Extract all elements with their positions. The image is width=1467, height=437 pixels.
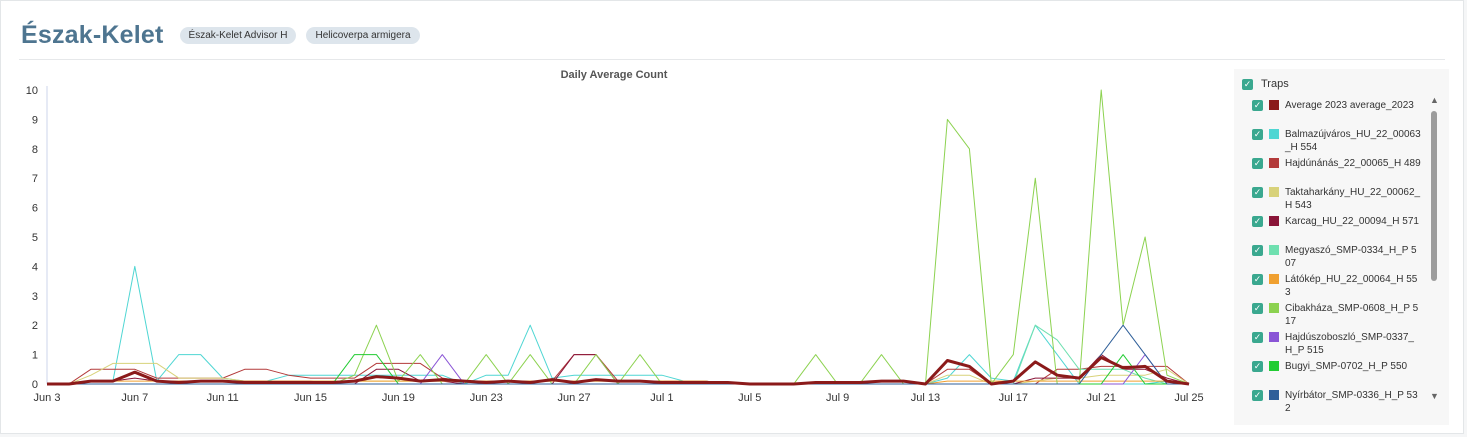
scroll-up-icon[interactable]: ▲ — [1430, 95, 1439, 105]
checkbox-checked-icon[interactable]: ✓ — [1252, 216, 1263, 227]
legend-swatch — [1269, 100, 1279, 110]
x-tick-label: Jul 13 — [911, 392, 940, 404]
legend-header[interactable]: ✓ Traps — [1242, 78, 1289, 90]
page-title: Észak-Kelet — [21, 20, 164, 49]
divider — [19, 59, 1445, 60]
legend-item[interactable]: ✓ Bugyi_SMP-0702_H_P 550 — [1252, 360, 1422, 389]
legend-item-label: Hajdúszoboszló_SMP-0337_H_P 515 — [1285, 332, 1414, 356]
legend-item[interactable]: ✓ Taktaharkány_HU_22_00062_H 543 — [1252, 186, 1422, 215]
legend-item-label: Taktaharkány_HU_22_00062_H 543 — [1285, 187, 1421, 211]
legend-swatch — [1269, 274, 1279, 284]
legend-swatch — [1269, 332, 1279, 342]
y-tick-label: 2 — [32, 320, 38, 332]
checkbox-checked-icon[interactable]: ✓ — [1242, 78, 1253, 90]
legend-list: ✓ Average 2023 average_2023 ✓ Balmazújváros… — [1252, 99, 1422, 425]
legend-item-label: Nyírbátor_SMP-0336_H_P 532 — [1285, 390, 1418, 414]
legend-header-label: Traps — [1261, 78, 1289, 90]
x-tick-label: Jun 15 — [294, 392, 327, 404]
x-tick-label: Jun 23 — [470, 392, 503, 404]
legend-swatch — [1269, 361, 1279, 371]
y-tick-label: 6 — [32, 203, 38, 215]
legend-swatch — [1269, 216, 1279, 226]
checkbox-checked-icon[interactable]: ✓ — [1252, 361, 1263, 372]
checkbox-checked-icon[interactable]: ✓ — [1252, 390, 1263, 401]
y-tick-label: 1 — [32, 350, 38, 362]
x-tick-label: Jun 3 — [34, 392, 61, 404]
checkbox-checked-icon[interactable]: ✓ — [1252, 158, 1263, 169]
legend-item[interactable]: ✓ Cibakháza_SMP-0608_H_P 517 — [1252, 302, 1422, 331]
legend-item[interactable]: ✓ Hajdúszoboszló_SMP-0337_H_P 515 — [1252, 331, 1422, 360]
legend-item[interactable]: ✓ Average 2023 average_2023 — [1252, 99, 1422, 128]
legend-item-label: Megyaszó_SMP-0334_H_P 507 — [1285, 245, 1417, 269]
y-tick-label: 8 — [32, 144, 38, 156]
checkbox-checked-icon[interactable]: ✓ — [1252, 303, 1263, 314]
legend-swatch — [1269, 245, 1279, 255]
chart-title: Daily Average Count — [561, 69, 668, 81]
x-tick-label: Jun 19 — [382, 392, 415, 404]
checkbox-checked-icon[interactable]: ✓ — [1252, 245, 1263, 256]
legend-item[interactable]: ✓ Karcag_HU_22_00094_H 571 — [1252, 215, 1422, 244]
region-advisor-tag[interactable]: Észak-Kelet Advisor H — [179, 26, 297, 44]
legend-swatch — [1269, 187, 1279, 197]
x-tick-label: Jun 11 — [207, 392, 239, 404]
checkbox-checked-icon[interactable]: ✓ — [1252, 129, 1263, 140]
legend-item-label: Karcag_HU_22_00094_H 571 — [1285, 216, 1419, 227]
series-line[interactable] — [47, 265, 1190, 385]
x-tick-label: Jun 27 — [558, 392, 591, 404]
legend-item[interactable]: ✓ Balmazújváros_HU_22_00063_H 554 — [1252, 128, 1422, 157]
legend: ✓ Traps ✓ Average 2023 average_2023 ✓ Balma… — [1234, 69, 1449, 425]
header: Észak-Kelet Észak-Kelet Advisor H Helico… — [21, 15, 420, 55]
legend-item-label: Cibakháza_SMP-0608_H_P 517 — [1285, 303, 1419, 327]
y-tick-label: 3 — [32, 291, 38, 303]
scroll-down-icon[interactable]: ▼ — [1430, 391, 1439, 401]
y-tick-label: 5 — [32, 232, 38, 244]
legend-item[interactable]: ✓ Hajdúnánás_22_00065_H 489 — [1252, 157, 1422, 186]
legend-item[interactable]: ✓ Megyaszó_SMP-0334_H_P 507 — [1252, 244, 1422, 273]
legend-item-label: Average 2023 average_2023 — [1285, 100, 1414, 111]
legend-swatch — [1269, 390, 1279, 400]
legend-swatch — [1269, 303, 1279, 313]
legend-swatch — [1269, 158, 1279, 168]
checkbox-checked-icon[interactable]: ✓ — [1252, 274, 1263, 285]
x-tick-label: Jul 9 — [826, 392, 849, 404]
checkbox-checked-icon[interactable]: ✓ — [1252, 100, 1263, 111]
y-axis: 0 1 2 3 4 5 6 7 8 9 10 — [26, 85, 48, 391]
x-tick-label: Jul 21 — [1086, 392, 1115, 404]
species-tag[interactable]: Helicoverpa armigera — [306, 26, 420, 44]
y-tick-label: 0 — [32, 379, 38, 391]
checkbox-checked-icon[interactable]: ✓ — [1252, 187, 1263, 198]
legend-item-label: Látókép_HU_22_00064_H 553 — [1285, 274, 1418, 298]
y-tick-label: 7 — [32, 173, 38, 185]
series-line[interactable] — [47, 356, 1190, 386]
series-layer — [47, 89, 1190, 386]
x-axis: Jun 3 Jun 7 Jun 11 Jun 15 Jun 19 Jun 23 Jun 27… — [34, 383, 1204, 404]
legend-item-label: Balmazújváros_HU_22_00063_H 554 — [1285, 129, 1421, 153]
x-tick-label: Jul 25 — [1174, 392, 1203, 404]
y-tick-label: 9 — [32, 114, 38, 126]
x-tick-label: Jul 5 — [738, 392, 761, 404]
legend-item[interactable]: ✓ Látókép_HU_22_00064_H 553 — [1252, 273, 1422, 302]
x-tick-label: Jun 7 — [121, 392, 148, 404]
checkbox-checked-icon[interactable]: ✓ — [1252, 332, 1263, 343]
legend-item-label: Hajdúnánás_22_00065_H 489 — [1285, 158, 1421, 169]
legend-item-label: Bugyi_SMP-0702_H_P 550 — [1285, 361, 1408, 372]
scrollbar-thumb[interactable] — [1431, 111, 1437, 281]
y-tick-label: 10 — [26, 85, 38, 97]
legend-item[interactable]: ✓ Nyírbátor_SMP-0336_H_P 532 — [1252, 389, 1422, 418]
legend-swatch — [1269, 129, 1279, 139]
x-tick-label: Jul 1 — [650, 392, 673, 404]
series-line[interactable] — [47, 89, 1190, 385]
y-tick-label: 4 — [32, 261, 38, 273]
x-tick-label: Jul 17 — [999, 392, 1028, 404]
